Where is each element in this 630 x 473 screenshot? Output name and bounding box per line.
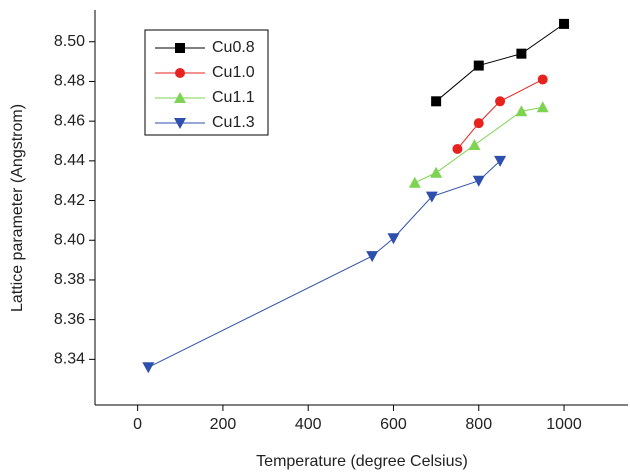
marker bbox=[174, 118, 186, 129]
series-line bbox=[148, 160, 501, 368]
y-tick-label: 8.44 bbox=[54, 152, 85, 169]
y-tick-label: 8.40 bbox=[54, 231, 85, 248]
marker bbox=[175, 43, 185, 53]
series-line bbox=[435, 23, 565, 102]
x-axis-title: Temperature (degree Celsius) bbox=[256, 453, 468, 470]
series-line bbox=[457, 79, 543, 150]
legend-label: Cu1.1 bbox=[212, 89, 255, 106]
marker bbox=[494, 155, 507, 167]
x-tick-label: 0 bbox=[133, 416, 142, 433]
x-tick-label: 800 bbox=[465, 416, 492, 433]
marker bbox=[537, 74, 548, 85]
x-tick-label: 400 bbox=[295, 416, 322, 433]
marker bbox=[559, 18, 570, 29]
marker bbox=[516, 48, 527, 59]
marker bbox=[452, 143, 463, 154]
x-tick-label: 200 bbox=[210, 416, 237, 433]
y-tick-label: 8.38 bbox=[54, 271, 85, 288]
marker bbox=[515, 105, 528, 117]
y-tick-label: 8.36 bbox=[54, 311, 85, 328]
y-axis-title: Lattice parameter (Angstrom) bbox=[9, 104, 26, 312]
marker bbox=[495, 96, 506, 107]
marker bbox=[431, 96, 442, 107]
legend-label: Cu1.3 bbox=[212, 114, 255, 131]
legend-label: Cu0.8 bbox=[212, 39, 255, 56]
marker bbox=[536, 101, 549, 113]
marker bbox=[174, 92, 186, 103]
marker bbox=[142, 362, 155, 374]
y-tick-label: 8.34 bbox=[54, 351, 85, 368]
marker bbox=[408, 176, 421, 188]
y-tick-label: 8.46 bbox=[54, 112, 85, 129]
marker bbox=[430, 166, 443, 178]
marker bbox=[425, 191, 438, 203]
marker bbox=[366, 251, 379, 263]
y-tick-label: 8.42 bbox=[54, 192, 85, 209]
marker bbox=[473, 60, 484, 71]
marker bbox=[175, 68, 185, 78]
x-tick-label: 1000 bbox=[546, 416, 582, 433]
x-tick-label: 600 bbox=[380, 416, 407, 433]
y-tick-label: 8.48 bbox=[54, 73, 85, 90]
legend-label: Cu1.0 bbox=[212, 64, 255, 81]
marker bbox=[468, 138, 481, 150]
y-tick-label: 8.50 bbox=[54, 33, 85, 50]
marker bbox=[387, 233, 400, 245]
marker bbox=[472, 175, 485, 187]
marker bbox=[473, 118, 484, 129]
